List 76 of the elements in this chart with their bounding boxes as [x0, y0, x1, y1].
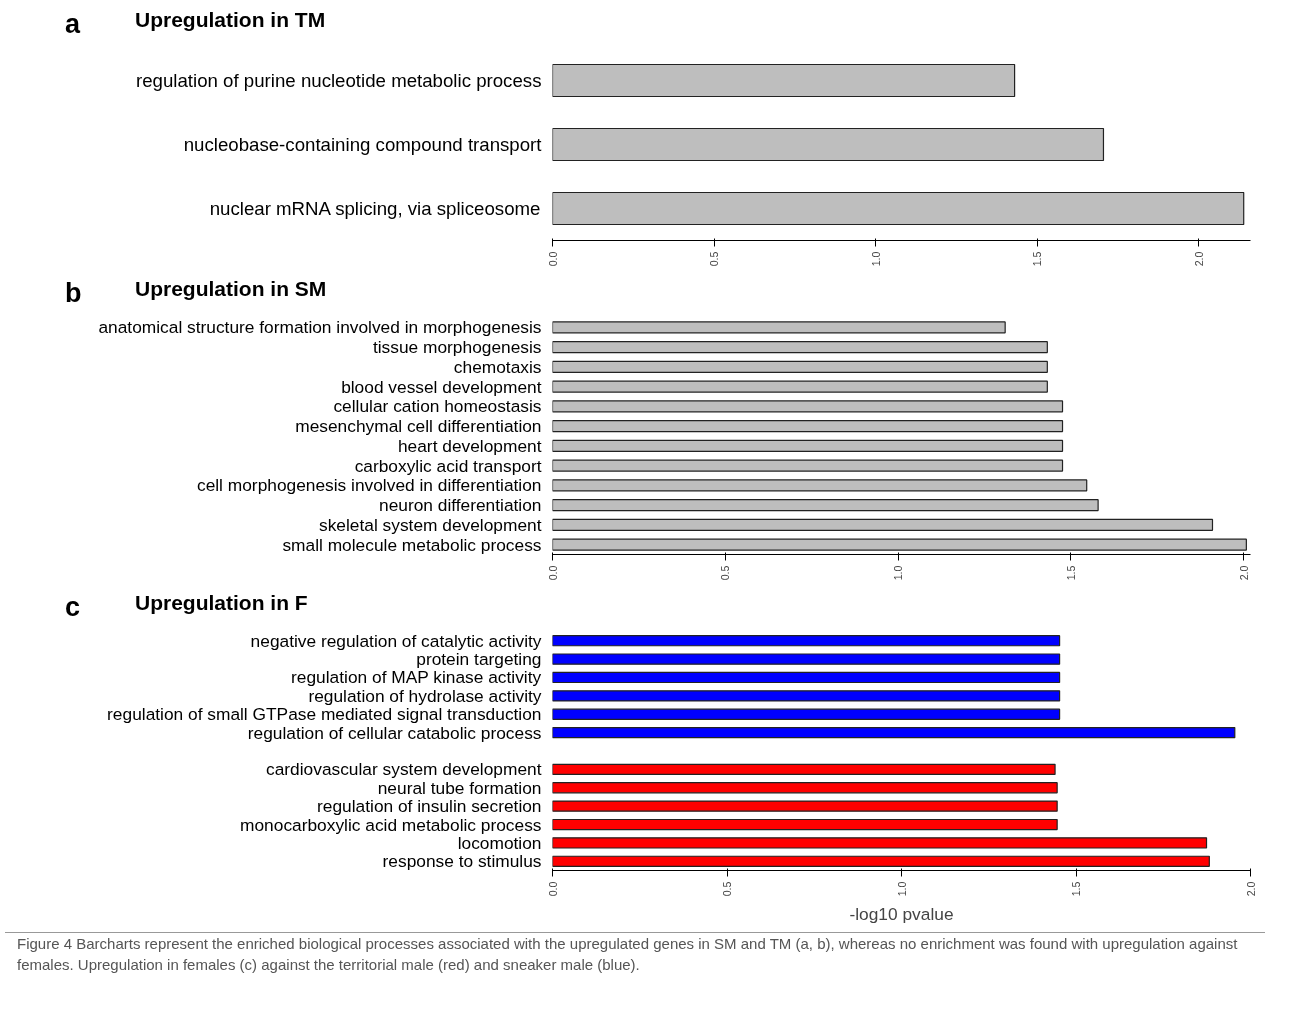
- bar: [552, 818, 1058, 831]
- y-tick-label: neuron differentiation: [379, 495, 542, 516]
- bar: [552, 538, 1247, 551]
- y-tick-label: small molecule metabolic process: [282, 534, 542, 555]
- x-tick-label: 1.0: [895, 881, 908, 897]
- x-tick-label: 0.0: [546, 565, 559, 581]
- bar: [552, 671, 1061, 684]
- bar: [552, 459, 1064, 472]
- y-tick-label: regulation of purine nucleotide metabolic process: [136, 70, 542, 91]
- bar: [552, 191, 1245, 226]
- bar: [552, 726, 1236, 739]
- bar: [552, 127, 1105, 162]
- bar: [552, 321, 1006, 334]
- text: Upregulation in TM: [135, 7, 326, 33]
- y-tick-label: monocarboxylic acid metabolic process: [240, 814, 542, 835]
- bar: [552, 837, 1208, 849]
- bar: [552, 63, 1016, 98]
- x-tick-label: 2.0: [1192, 251, 1205, 267]
- y-tick-label: mesenchymal cell differentiation: [295, 416, 542, 437]
- y-tick-label: protein targeting: [416, 649, 542, 670]
- y-tick-label: response to stimulus: [382, 851, 542, 872]
- y-tick-label: skeletal system development: [319, 514, 542, 535]
- text: c: [65, 591, 81, 624]
- x-tick-label: 1.0: [892, 565, 905, 581]
- bar: [552, 499, 1099, 512]
- bar: [552, 420, 1064, 433]
- x-tick-label: 0.0: [546, 881, 559, 897]
- y-tick-label: regulation of small GTPase mediated signal transduction: [107, 704, 542, 725]
- bar: [552, 708, 1061, 720]
- bar: [552, 400, 1064, 413]
- y-tick-label: cell morphogenesis involved in differentiation: [196, 475, 542, 496]
- text: b: [65, 277, 82, 310]
- bar: [552, 479, 1088, 492]
- bar: [552, 763, 1056, 776]
- caption: Figure 4 Barcharts represent the enriched biological processes associated with the upregulated genes in SM and TM (a, b), whereas no enrichment was found with upregulation against females. Upregulation in females (c) against the territorial male (red) and sneaker male (blue).: [17, 934, 1239, 976]
- x-tick-label: 1.0: [869, 251, 882, 267]
- bar: [552, 635, 1061, 647]
- y-tick-label: regulation of insulin secretion: [317, 796, 542, 817]
- x-tick-label: 0.5: [721, 881, 733, 897]
- y-tick-label: cardiovascular system development: [266, 759, 542, 780]
- y-tick-label: blood vessel development: [341, 376, 542, 397]
- x-axis-title: -log10 pvalue: [849, 904, 954, 925]
- text: Upregulation in F: [135, 590, 308, 616]
- y-tick-label: chemotaxis: [453, 356, 542, 377]
- y-tick-label: carboxylic acid transport: [354, 455, 542, 476]
- bar: [552, 653, 1061, 665]
- x-tick-label: 1.5: [1064, 565, 1077, 581]
- x-tick-label: 0.5: [719, 565, 732, 581]
- y-tick-label: nuclear mRNA splicing, via spliceosome: [209, 198, 541, 219]
- x-tick-label: 0.0: [546, 251, 559, 267]
- x-tick-label: 1.5: [1070, 881, 1082, 897]
- x-tick-label: 2.0: [1244, 881, 1257, 897]
- bar: [552, 782, 1058, 794]
- text: Upregulation in SM: [135, 276, 327, 302]
- x-tick-label: 0.5: [708, 251, 721, 267]
- y-tick-label: nucleobase-containing compound transport: [183, 134, 543, 155]
- bar: [552, 855, 1210, 867]
- y-tick-label: regulation of hydrolase activity: [308, 685, 542, 706]
- bar: [552, 360, 1048, 373]
- bar: [552, 341, 1048, 354]
- y-tick-label: regulation of MAP kinase activity: [291, 667, 542, 688]
- y-tick-label: negative regulation of catalytic activity: [250, 630, 542, 651]
- bar: [552, 439, 1064, 452]
- x-tick-label: 2.0: [1237, 565, 1250, 581]
- y-tick-label: anatomical structure formation involved in morphogenesis: [98, 317, 542, 338]
- y-tick-label: heart development: [397, 435, 542, 456]
- bar: [552, 518, 1214, 531]
- bar: [552, 800, 1058, 812]
- y-tick-label: regulation of cellular catabolic process: [247, 722, 542, 743]
- bar: [552, 690, 1061, 702]
- bar: [552, 380, 1048, 393]
- y-tick-label: cellular cation homeostasis: [333, 396, 542, 417]
- text: a: [65, 8, 81, 41]
- y-tick-label: tissue morphogenesis: [372, 337, 542, 358]
- y-tick-label: neural tube formation: [377, 777, 542, 798]
- x-tick-label: 1.5: [1031, 251, 1044, 267]
